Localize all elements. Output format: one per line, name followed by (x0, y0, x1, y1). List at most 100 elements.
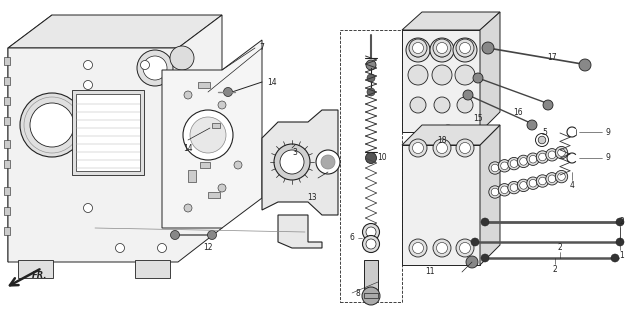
Circle shape (362, 287, 380, 305)
Circle shape (458, 43, 472, 57)
Circle shape (408, 65, 428, 85)
Circle shape (363, 236, 380, 252)
Text: 8: 8 (356, 289, 360, 298)
Circle shape (460, 142, 470, 154)
Bar (72, 90, 144, 175)
Polygon shape (402, 12, 500, 30)
Circle shape (137, 50, 173, 86)
Circle shape (548, 151, 556, 159)
Text: 9: 9 (605, 127, 611, 137)
Circle shape (456, 139, 474, 157)
Circle shape (183, 110, 233, 160)
Circle shape (520, 157, 527, 165)
Circle shape (203, 137, 213, 147)
Circle shape (366, 60, 376, 70)
Circle shape (489, 186, 501, 198)
Bar (364, 260, 378, 292)
Circle shape (498, 184, 511, 196)
Text: 4: 4 (569, 180, 574, 189)
Circle shape (481, 218, 489, 226)
Circle shape (203, 157, 213, 167)
Circle shape (498, 160, 511, 172)
Circle shape (508, 157, 521, 170)
Circle shape (190, 117, 226, 153)
Text: 16: 16 (513, 108, 523, 116)
Ellipse shape (101, 149, 109, 155)
Circle shape (170, 46, 194, 70)
Circle shape (539, 153, 547, 161)
Bar (340, 30, 402, 302)
Circle shape (433, 39, 451, 57)
Circle shape (413, 142, 424, 154)
Circle shape (430, 38, 454, 62)
Circle shape (434, 97, 450, 113)
Circle shape (456, 239, 474, 257)
Bar (200, 162, 210, 168)
Circle shape (555, 171, 567, 183)
Polygon shape (8, 15, 52, 262)
Circle shape (30, 103, 74, 147)
Circle shape (460, 243, 470, 253)
Bar (4, 207, 10, 215)
Text: 9: 9 (605, 154, 611, 163)
Text: 17: 17 (547, 53, 557, 62)
Circle shape (316, 150, 340, 174)
Polygon shape (402, 145, 480, 265)
Bar (4, 140, 10, 148)
Circle shape (510, 160, 518, 167)
Text: 6: 6 (349, 234, 354, 243)
Polygon shape (402, 30, 480, 132)
Ellipse shape (101, 130, 109, 134)
Circle shape (510, 184, 518, 191)
Circle shape (546, 172, 558, 185)
Circle shape (411, 43, 425, 57)
Circle shape (546, 148, 558, 161)
Polygon shape (480, 125, 500, 265)
Polygon shape (480, 12, 500, 132)
Bar (4, 57, 10, 65)
Circle shape (453, 38, 477, 62)
Bar (188, 170, 196, 182)
Circle shape (171, 230, 179, 239)
Text: 2: 2 (553, 266, 557, 275)
Circle shape (548, 175, 556, 183)
Circle shape (527, 153, 539, 165)
Polygon shape (8, 15, 222, 262)
Circle shape (456, 39, 474, 57)
Circle shape (436, 243, 448, 253)
Bar (76, 94, 140, 171)
Circle shape (321, 155, 335, 169)
Circle shape (433, 239, 451, 257)
Circle shape (491, 188, 499, 196)
Bar (4, 77, 10, 85)
Circle shape (164, 81, 172, 90)
Circle shape (536, 151, 548, 163)
Text: 11: 11 (425, 268, 435, 276)
Circle shape (463, 90, 473, 100)
Circle shape (234, 161, 242, 169)
Circle shape (409, 139, 427, 157)
Circle shape (224, 87, 233, 97)
Polygon shape (402, 125, 500, 145)
Bar (18, 260, 53, 278)
Circle shape (280, 150, 304, 174)
Bar (4, 117, 10, 125)
Circle shape (441, 125, 455, 139)
Text: 12: 12 (204, 244, 213, 252)
Circle shape (157, 244, 167, 252)
Text: FR.: FR. (32, 271, 48, 281)
Circle shape (433, 139, 451, 157)
Circle shape (616, 238, 624, 246)
Circle shape (466, 256, 478, 268)
Bar (4, 187, 10, 195)
Circle shape (274, 144, 310, 180)
Circle shape (366, 227, 376, 237)
Circle shape (203, 93, 213, 103)
Circle shape (529, 180, 537, 187)
Circle shape (457, 97, 473, 113)
Polygon shape (162, 40, 262, 228)
Text: 1: 1 (619, 251, 624, 260)
Circle shape (501, 162, 508, 170)
Circle shape (207, 230, 216, 239)
Circle shape (482, 42, 494, 54)
